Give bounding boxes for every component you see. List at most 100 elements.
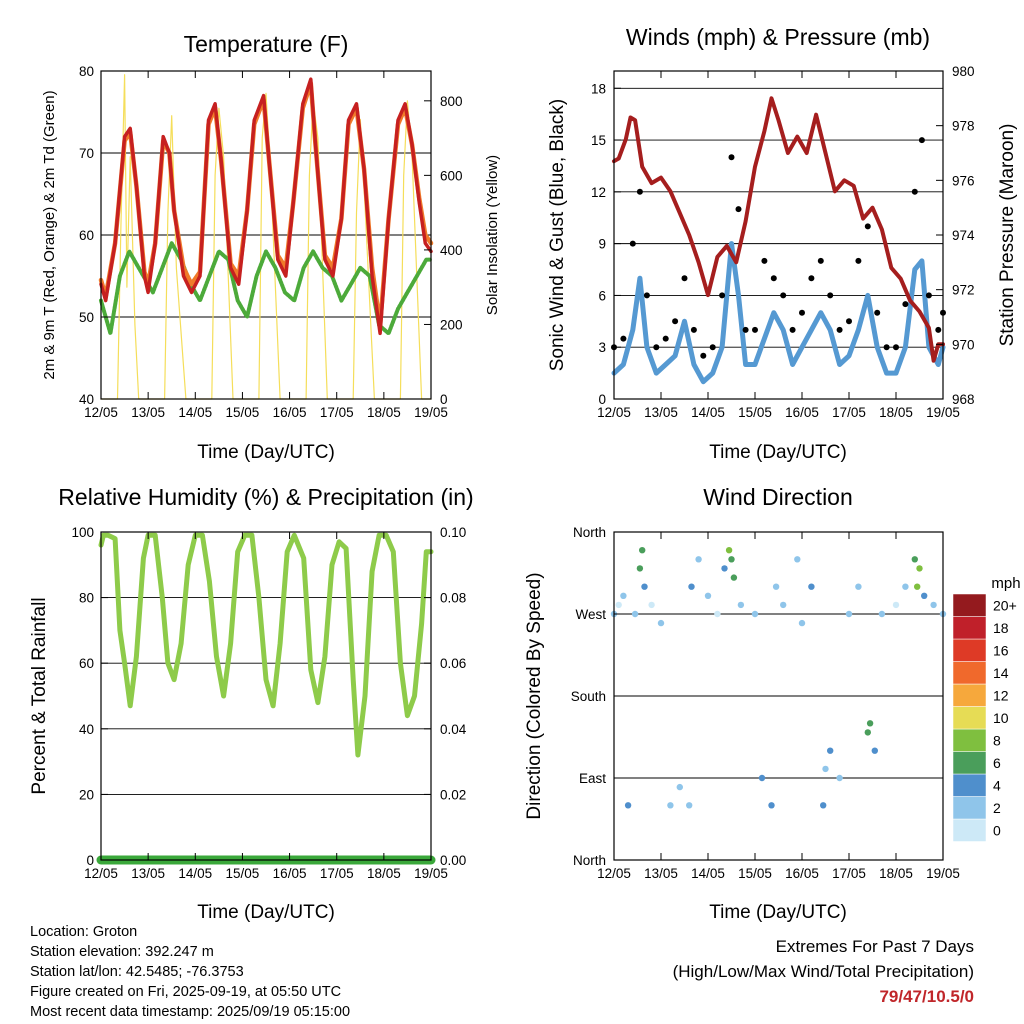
gust-point bbox=[735, 206, 742, 213]
gust-point bbox=[817, 257, 824, 264]
gust-point bbox=[761, 257, 768, 264]
direction-point bbox=[930, 601, 937, 609]
direction-point bbox=[820, 802, 827, 809]
x-tick-label: 14/05 bbox=[178, 405, 212, 420]
colorbar-label: 18 bbox=[993, 620, 1009, 636]
gust-point bbox=[836, 326, 843, 333]
direction-point bbox=[798, 619, 806, 627]
y-tick-label: 40 bbox=[79, 722, 94, 737]
latlon-text: Station lat/lon: 42.5485; -76.3753 bbox=[30, 964, 244, 980]
x-tick-label: 19/05 bbox=[926, 405, 960, 420]
temperature-x-label: Time (Day/UTC) bbox=[197, 442, 335, 463]
x-tick-label: 16/05 bbox=[273, 405, 307, 420]
colorbar-label: 6 bbox=[993, 755, 1001, 771]
temperature-title: Temperature (F) bbox=[184, 31, 349, 57]
y-tick-label: East bbox=[579, 771, 606, 786]
x-tick-label: 16/05 bbox=[273, 866, 307, 881]
y-tick-label: 0.02 bbox=[440, 787, 466, 802]
y-tick-label: 60 bbox=[79, 656, 94, 671]
gust-point bbox=[709, 344, 716, 351]
y-tick-label: 60 bbox=[79, 228, 94, 243]
direction-series bbox=[610, 547, 947, 809]
direction-y-ticks-left: North East South West North bbox=[571, 525, 621, 868]
x-tick-label: 14/05 bbox=[691, 405, 725, 420]
direction-point bbox=[704, 592, 712, 599]
direction-point bbox=[768, 802, 775, 809]
x-tick-label: 13/05 bbox=[644, 866, 678, 881]
series-station-pressure bbox=[612, 96, 945, 363]
y-tick-label: 20 bbox=[79, 787, 94, 802]
direction-point bbox=[631, 610, 639, 618]
temperature-y-ticks-right: 0 200 400 600 800 bbox=[424, 94, 463, 407]
y-tick-label: 600 bbox=[440, 168, 463, 183]
direction-point bbox=[657, 619, 665, 627]
x-tick-label: 17/05 bbox=[320, 866, 354, 881]
colorbar-label: 14 bbox=[993, 665, 1009, 681]
y-tick-label: 12 bbox=[591, 185, 606, 200]
colorbar-label: 4 bbox=[993, 777, 1001, 793]
x-tick-label: 17/05 bbox=[832, 405, 866, 420]
direction-point bbox=[730, 574, 738, 581]
elevation-text: Station elevation: 392.247 m bbox=[30, 944, 214, 960]
winds-y-label-left: Sonic Wind & Gust (Blue, Black) bbox=[547, 99, 568, 371]
gust-point bbox=[653, 344, 660, 351]
direction-point bbox=[902, 583, 909, 590]
gust-point bbox=[719, 292, 726, 299]
y-tick-label: 200 bbox=[440, 317, 463, 332]
series-sonic-wind bbox=[611, 241, 946, 385]
gust-point bbox=[700, 352, 707, 359]
y-tick-label: 0 bbox=[598, 392, 606, 407]
colorbar-swatch bbox=[952, 616, 987, 640]
gust-point bbox=[620, 335, 627, 342]
x-tick-label: 12/05 bbox=[84, 405, 118, 420]
gust-point bbox=[770, 275, 777, 282]
gust-point bbox=[893, 344, 899, 351]
gust-point bbox=[728, 154, 735, 161]
direction-point bbox=[721, 565, 728, 572]
direction-point bbox=[845, 610, 853, 618]
direction-point bbox=[714, 610, 721, 618]
colorbar-swatch bbox=[952, 593, 987, 617]
winds-series bbox=[611, 96, 946, 385]
direction-point bbox=[866, 720, 874, 727]
y-tick-label: 0.06 bbox=[440, 656, 466, 671]
colorbar-label: 8 bbox=[993, 732, 1001, 748]
x-tick-label: 16/05 bbox=[785, 866, 819, 881]
location-text: Location: Groton bbox=[30, 924, 138, 940]
x-tick-label: 12/05 bbox=[84, 866, 118, 881]
extremes-summary: Extremes For Past 7 Days (High/Low/Max W… bbox=[673, 934, 974, 1009]
direction-point bbox=[686, 802, 693, 809]
temperature-y-label-right: Solar Insolation (Yellow) bbox=[484, 155, 501, 315]
panel-temperature: Temperature (F) 12/05 13/05 14/05 15/05 16/0… bbox=[41, 31, 501, 463]
direction-point bbox=[836, 774, 843, 782]
direction-point bbox=[878, 610, 886, 618]
x-tick-label: 15/05 bbox=[738, 866, 772, 881]
gust-point bbox=[883, 344, 890, 351]
x-tick-label: 17/05 bbox=[832, 866, 866, 881]
direction-point bbox=[864, 729, 871, 736]
direction-title: Wind Direction bbox=[703, 484, 853, 510]
direction-point bbox=[641, 583, 648, 590]
x-tick-label: 15/05 bbox=[226, 405, 260, 420]
gust-point bbox=[742, 326, 749, 333]
gust-point bbox=[752, 326, 758, 333]
y-tick-label: 974 bbox=[952, 228, 975, 243]
temperature-series bbox=[98, 74, 434, 400]
y-tick-label: 100 bbox=[71, 525, 94, 540]
y-tick-label: 3 bbox=[598, 340, 606, 355]
y-tick-label: 970 bbox=[952, 337, 975, 352]
direction-point bbox=[772, 583, 780, 590]
direction-x-ticks: 12/05 13/05 14/05 15/05 16/05 17/05 18/05 19/05 bbox=[597, 532, 960, 881]
y-tick-label: 0.10 bbox=[440, 525, 466, 540]
x-tick-label: 19/05 bbox=[926, 866, 960, 881]
y-tick-label: 0.08 bbox=[440, 591, 466, 606]
x-tick-label: 18/05 bbox=[367, 866, 401, 881]
gust-point bbox=[855, 257, 862, 264]
created-text: Figure created on Fri, 2025-09-19, at 05… bbox=[30, 984, 342, 1000]
gust-point bbox=[629, 240, 636, 247]
direction-point bbox=[916, 565, 923, 572]
gust-point bbox=[864, 223, 871, 230]
x-tick-label: 14/05 bbox=[178, 866, 212, 881]
direction-point bbox=[827, 747, 834, 754]
